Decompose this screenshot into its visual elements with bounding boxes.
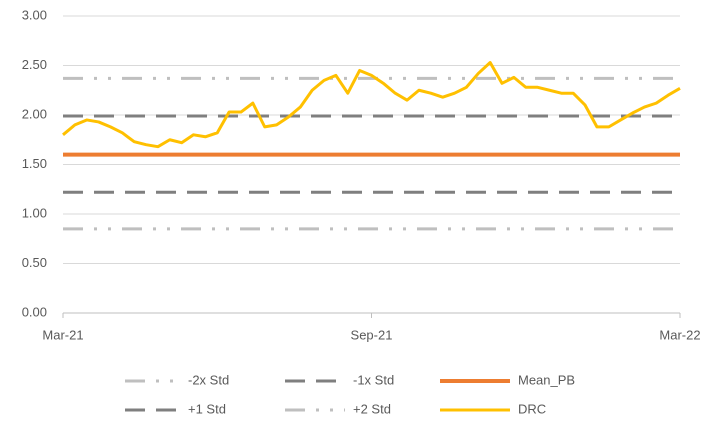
y-tick-label: 1.50 — [22, 156, 47, 171]
legend-label: Mean_PB — [518, 372, 575, 387]
legend-label: +2 Std — [353, 401, 391, 416]
x-tick-label: Mar-22 — [659, 327, 700, 342]
y-tick-label: 0.00 — [22, 304, 47, 319]
x-tick-label: Sep-21 — [351, 327, 393, 342]
y-tick-label: 0.50 — [22, 255, 47, 270]
legend-label: -2x Std — [188, 372, 229, 387]
legend-label: +1 Std — [188, 401, 226, 416]
y-tick-label: 2.00 — [22, 106, 47, 121]
y-tick-label: 1.00 — [22, 205, 47, 220]
legend-label: DRC — [518, 401, 546, 416]
x-tick-label: Mar-21 — [42, 327, 83, 342]
y-tick-label: 2.50 — [22, 57, 47, 72]
legend-label: -1x Std — [353, 372, 394, 387]
y-tick-label: 3.00 — [22, 7, 47, 22]
series-line — [62, 61, 681, 149]
